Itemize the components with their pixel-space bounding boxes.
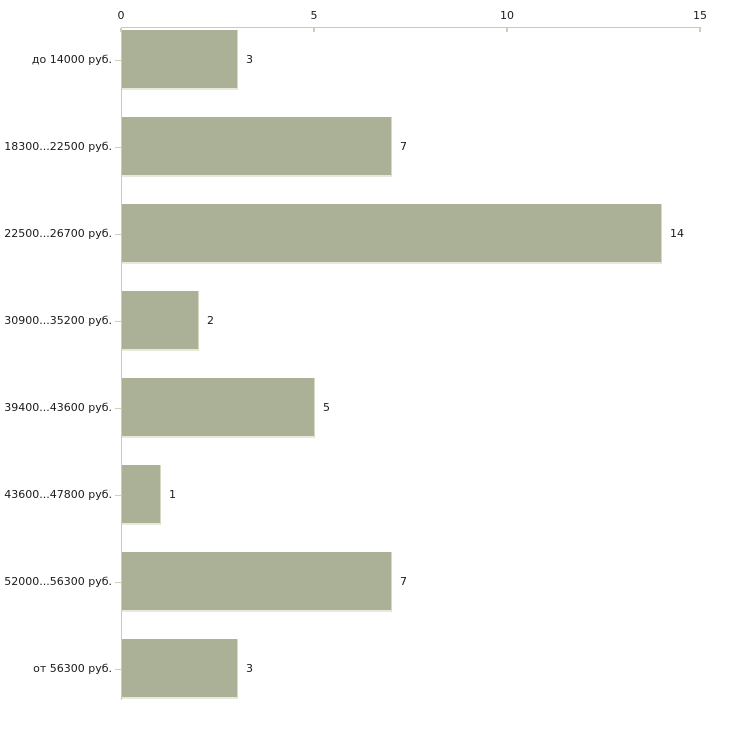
bar (122, 465, 161, 525)
value-label: 3 (246, 662, 253, 675)
x-tick-mark (699, 28, 701, 32)
category-label: 52000...56300 руб. (4, 575, 112, 588)
x-tick-label: 0 (117, 9, 125, 22)
value-label: 7 (400, 140, 407, 153)
bar-row: 30900...35200 руб. 2 (0, 291, 730, 351)
x-tick-mark (506, 28, 508, 32)
category-label: 18300...22500 руб. (4, 140, 112, 153)
x-tick-mark (313, 28, 315, 32)
x-tick-label: 5 (310, 9, 318, 22)
category-tick-mark (115, 582, 121, 583)
bar (122, 117, 392, 177)
value-label: 7 (400, 575, 407, 588)
category-tick-mark (115, 408, 121, 409)
category-tick-mark (115, 60, 121, 61)
x-tick-label: 10 (500, 9, 514, 22)
category-tick-mark (115, 234, 121, 235)
category-label: 30900...35200 руб. (4, 314, 112, 327)
x-tick-label: 15 (693, 9, 707, 22)
category-tick-mark (115, 495, 121, 496)
x-tick-mark (120, 28, 122, 32)
category-label: до 14000 руб. (31, 53, 112, 66)
bar-row: 52000...56300 руб. 7 (0, 552, 730, 612)
category-label: 43600...47800 руб. (4, 488, 112, 501)
bar (122, 291, 199, 351)
bar (122, 378, 315, 438)
x-axis-line (121, 27, 701, 28)
y-axis-line (121, 27, 122, 700)
category-tick-mark (115, 321, 121, 322)
value-label: 3 (246, 53, 253, 66)
value-label: 2 (207, 314, 214, 327)
bar-row: до 14000 руб. 3 (0, 30, 730, 90)
value-label: 5 (323, 401, 330, 414)
bar-row: 43600...47800 руб. 1 (0, 465, 730, 525)
bar-row: 39400...43600 руб. 5 (0, 378, 730, 438)
bar-row: 18300...22500 руб. 7 (0, 117, 730, 177)
category-label: от 56300 руб. (33, 662, 112, 675)
bar (122, 552, 392, 612)
bar (122, 30, 238, 90)
bar (122, 639, 238, 699)
value-label: 1 (169, 488, 176, 501)
value-label: 14 (670, 227, 684, 240)
bar-row: от 56300 руб. 3 (0, 639, 730, 699)
category-label: 22500...26700 руб. (4, 227, 112, 240)
category-label: 39400...43600 руб. (4, 401, 112, 414)
bar (122, 204, 662, 264)
category-tick-mark (115, 147, 121, 148)
bar-row: 22500...26700 руб. 14 (0, 204, 730, 264)
category-tick-mark (115, 669, 121, 670)
